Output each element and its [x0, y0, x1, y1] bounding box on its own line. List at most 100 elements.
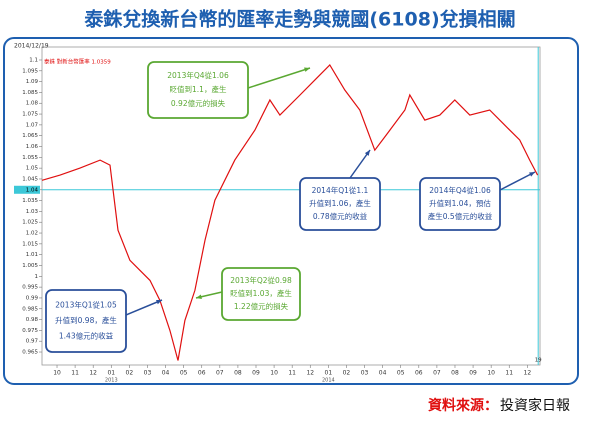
y-tick-label: 1.005 [22, 263, 38, 269]
callout-text: 貶值到1.03，產生 [230, 288, 292, 298]
callout-arrow [349, 149, 371, 179]
callout: 2013年Q2從0.98 貶值到1.03，產生 1.22億元的損失 [195, 267, 301, 321]
callout-text: 0.78億元的收益 [313, 211, 368, 221]
y-tick-label: 0.965 [22, 350, 38, 356]
x-tick-label: 07 [216, 370, 224, 377]
source-label: 資料來源： [428, 397, 498, 414]
callout-text: 升值到1.04，預估 [429, 198, 491, 208]
y-tick-label: 0.985 [22, 306, 38, 312]
x-year-label: 2014 [322, 378, 335, 384]
y-tick-label: 1.025 [22, 220, 38, 226]
callout-arrow [247, 67, 311, 89]
callout-text: 2014年Q1從1.1 [312, 185, 369, 195]
y-tick-label: 1.06 [26, 144, 39, 150]
callout-text: 0.92億元的損失 [171, 98, 226, 108]
y-tick-label: 0.99 [26, 295, 39, 301]
x-tick-label: 03 [361, 370, 369, 377]
x-tick-label: 02 [343, 370, 351, 377]
x-tick-label: 01 [107, 370, 115, 377]
y-tick-label: 1.03 [26, 209, 39, 215]
x-tick-label: 11 [71, 370, 79, 377]
y-tick-label: 0.97 [26, 339, 39, 345]
callout-arrowhead [304, 67, 310, 72]
x-tick-label: 04 [379, 370, 387, 377]
callout-box [221, 267, 301, 321]
y-tick-label: 1.05 [26, 166, 39, 172]
callout-arrowhead [364, 150, 370, 156]
x-tick-label: 11 [505, 370, 513, 377]
callout-arrowhead [529, 172, 535, 177]
date-label: 2014/12/19 [14, 43, 49, 50]
y-tick-label: 1.1 [29, 57, 38, 63]
y-tick-label: 1.065 [22, 133, 38, 139]
x-tick-label: 10 [53, 370, 61, 377]
x-tick-label: 03 [144, 370, 152, 377]
y-tick-label: 1.02 [26, 231, 38, 237]
y-tick-label: 1.08 [26, 101, 39, 107]
y-tick-label: 1.045 [22, 176, 38, 182]
x-tick-label: 06 [415, 370, 423, 377]
x-tick-label: 12 [89, 370, 97, 377]
reference-vline-label: 19 [535, 358, 542, 364]
y-tick-label: 1.09 [26, 79, 39, 85]
x-tick-label: 11 [288, 370, 296, 377]
x-tick-label: 12 [524, 370, 532, 377]
callout: 2013年Q4從1.06 貶值到1.1，產生 0.92億元的損失 [147, 61, 311, 119]
callout: 2013年Q1從1.05 升值到0.98，產生 1.43億元的收益 [45, 289, 163, 353]
callout-text: 貶值到1.1，產生 [170, 84, 227, 94]
callout-box [147, 61, 249, 119]
callout-arrow [499, 171, 536, 191]
x-tick-label: 09 [469, 370, 477, 377]
x-tick-label: 09 [252, 370, 260, 377]
x-tick-label: 10 [270, 370, 278, 377]
callout-text: 2013年Q4從1.06 [167, 70, 229, 80]
callout-text: 2014年Q4從1.06 [429, 185, 491, 195]
x-tick-label: 08 [451, 370, 459, 377]
callout-text: 產生0.5億元的收益 [428, 211, 493, 221]
callout-box [419, 177, 501, 231]
callout-arrowhead [156, 299, 162, 305]
x-tick-label: 05 [180, 370, 188, 377]
callout-text: 2013年Q1從1.05 [55, 300, 117, 310]
line-series [41, 64, 539, 361]
x-tick-label: 07 [433, 370, 441, 377]
y-tick-label: 0.975 [22, 328, 38, 334]
callout-text: 1.43億元的收益 [59, 331, 114, 341]
y-tick-label: 0.995 [22, 285, 38, 291]
x-tick-label: 02 [126, 370, 134, 377]
callout-text: 升值到0.98，產生 [55, 315, 117, 325]
x-year-label: 2013 [105, 378, 118, 384]
y-tick-label: 1.055 [22, 155, 38, 161]
x-tick-label: 10 [487, 370, 495, 377]
reference-hline-label: 1.04 [26, 187, 39, 193]
callout-arrowhead [196, 294, 202, 300]
x-tick-label: 06 [198, 370, 206, 377]
x-tick-label: 01 [325, 370, 333, 377]
x-tick-label: 04 [162, 370, 170, 377]
callout-text: 1.22億元的損失 [234, 301, 289, 311]
y-tick-label: 1.075 [22, 112, 38, 118]
y-tick-label: 1.015 [22, 241, 38, 247]
x-tick-label: 12 [306, 370, 314, 377]
chart-title: 泰銖兌換新台幣的匯率走勢與競國(6108)兌損相關 [83, 8, 515, 31]
callout-box [45, 289, 127, 353]
y-tick-label: 1.07 [26, 122, 39, 128]
y-tick-label: 1.035 [22, 198, 38, 204]
callout-arrow [125, 299, 163, 316]
y-tick-label: 1.085 [22, 90, 38, 96]
y-tick-label: 1.095 [22, 68, 38, 74]
y-tick-label: 0.98 [26, 317, 39, 323]
callout-box [299, 177, 381, 231]
y-tick-label: 1.01 [26, 252, 38, 258]
callout: 2014年Q1從1.1 升值到1.06，產生 0.78億元的收益 [299, 149, 381, 231]
x-tick-label: 05 [397, 370, 405, 377]
callout-text: 2013年Q2從0.98 [230, 275, 292, 285]
reference-hline-box [14, 185, 40, 194]
legend-entry: 泰銖 對新台幣匯率 1.0359 [44, 58, 111, 66]
y-tick-label: 1 [35, 274, 39, 280]
callout-text: 升值到1.06，產生 [309, 198, 371, 208]
source: 投資家日報 [500, 397, 570, 414]
x-tick-label: 08 [234, 370, 242, 377]
